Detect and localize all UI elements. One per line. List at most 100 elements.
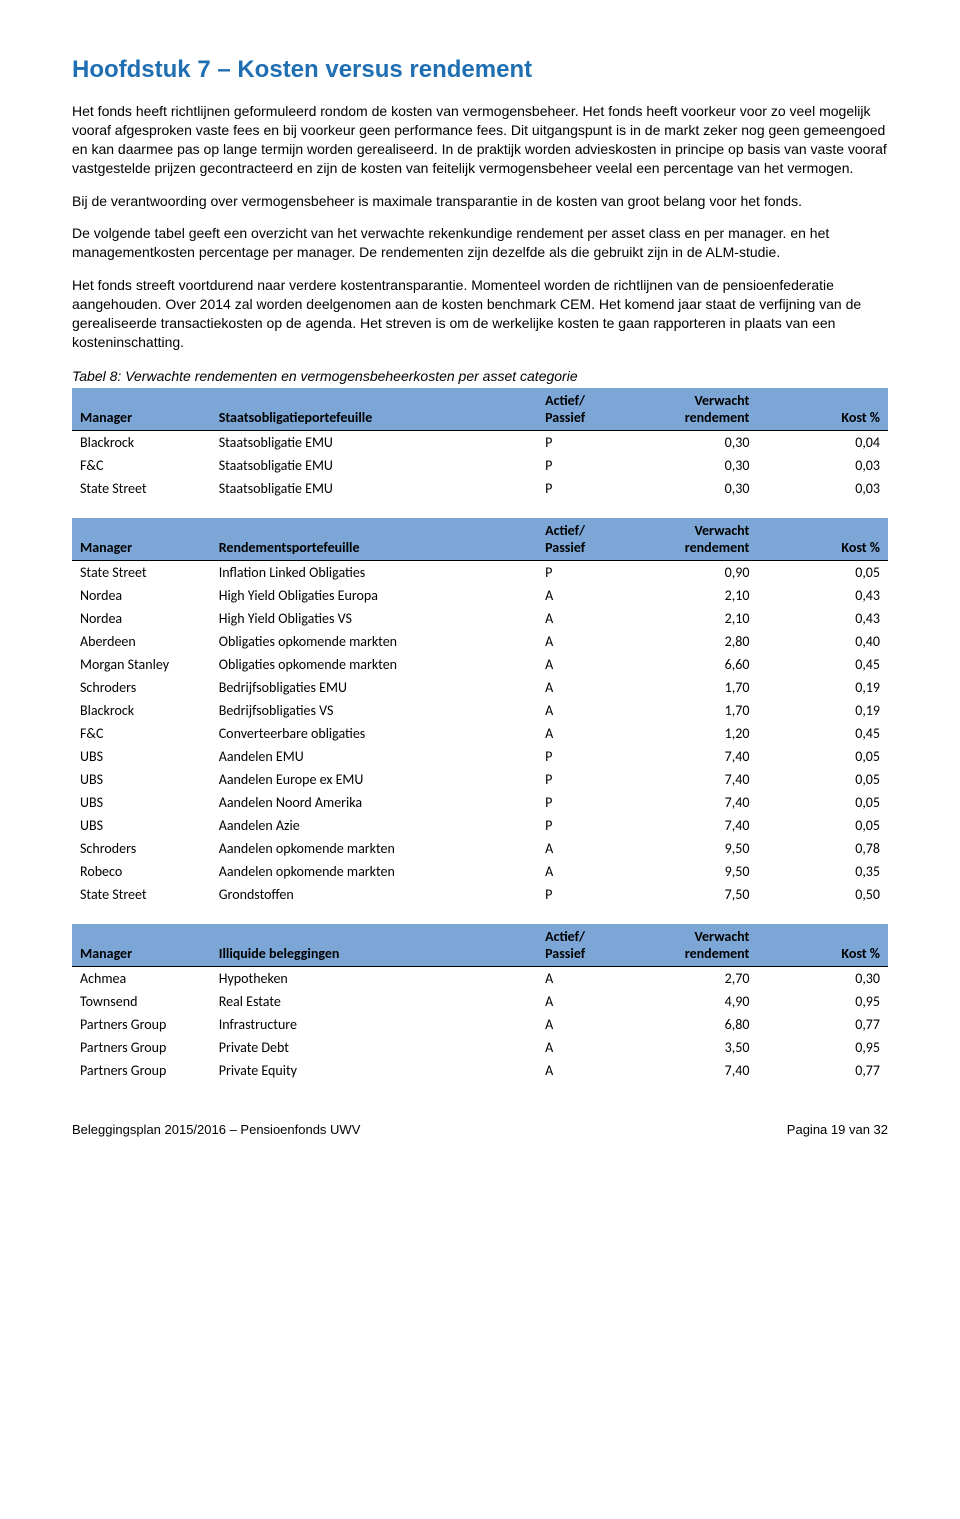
paragraph-2: Bij de verantwoording over vermogensbehe…: [72, 192, 888, 211]
cell-kost: 0,40: [757, 630, 888, 653]
cell-rendement: 2,10: [627, 607, 758, 630]
cell-rendement: 0,30: [627, 477, 758, 500]
cell-description: Inflation Linked Obligaties: [211, 560, 537, 584]
footer-left: Beleggingsplan 2015/2016 – Pensioenfonds…: [72, 1122, 360, 1137]
cell-kost: 0,03: [757, 477, 888, 500]
paragraph-4: Het fonds streeft voortdurend naar verde…: [72, 276, 888, 352]
chapter-title: Hoofdstuk 7 – Kosten versus rendement: [72, 56, 888, 84]
cell-rendement: 2,80: [627, 630, 758, 653]
col-rendement: Verwachtrendement: [627, 924, 758, 967]
cell-rendement: 0,30: [627, 454, 758, 477]
cell-kost: 0,95: [757, 990, 888, 1013]
table-row: TownsendReal EstateA4,900,95: [72, 990, 888, 1013]
table-staatsobligatie: Manager Staatsobligatieportefeuille Acti…: [72, 388, 888, 500]
cell-actief-passief: P: [537, 814, 627, 837]
cell-manager: UBS: [72, 791, 211, 814]
cell-description: Real Estate: [211, 990, 537, 1013]
cell-description: Private Debt: [211, 1036, 537, 1059]
cell-description: Converteerbare obligaties: [211, 722, 537, 745]
col-manager: Manager: [72, 518, 211, 561]
cell-kost: 0,77: [757, 1013, 888, 1036]
cell-manager: F&C: [72, 454, 211, 477]
cell-kost: 0,05: [757, 768, 888, 791]
col-description: Illiquide beleggingen: [211, 924, 537, 967]
cell-actief-passief: A: [537, 990, 627, 1013]
cell-actief-passief: A: [537, 860, 627, 883]
cell-actief-passief: P: [537, 768, 627, 791]
col-actief-passief: Actief/Passief: [537, 924, 627, 967]
cell-description: Hypotheken: [211, 966, 537, 990]
cell-actief-passief: A: [537, 966, 627, 990]
cell-manager: UBS: [72, 814, 211, 837]
cell-rendement: 7,50: [627, 883, 758, 906]
cell-manager: State Street: [72, 883, 211, 906]
table-row: Partners GroupPrivate DebtA3,500,95: [72, 1036, 888, 1059]
paragraph-1: Het fonds heeft richtlijnen geformuleerd…: [72, 102, 888, 178]
cell-manager: Nordea: [72, 584, 211, 607]
table-row: AchmeaHypothekenA2,700,30: [72, 966, 888, 990]
table-row: AberdeenObligaties opkomende marktenA2,8…: [72, 630, 888, 653]
cell-manager: Nordea: [72, 607, 211, 630]
cell-description: Bedrijfsobligaties EMU: [211, 676, 537, 699]
cell-manager: State Street: [72, 477, 211, 500]
table-row: RobecoAandelen opkomende marktenA9,500,3…: [72, 860, 888, 883]
cell-actief-passief: P: [537, 454, 627, 477]
col-actief-passief: Actief/Passief: [537, 518, 627, 561]
cell-rendement: 3,50: [627, 1036, 758, 1059]
cell-manager: Schroders: [72, 837, 211, 860]
cell-manager: State Street: [72, 560, 211, 584]
cell-kost: 0,78: [757, 837, 888, 860]
table-illiquide: Manager Illiquide beleggingen Actief/Pas…: [72, 924, 888, 1082]
cell-rendement: 2,70: [627, 966, 758, 990]
cell-rendement: 7,40: [627, 768, 758, 791]
cell-manager: Partners Group: [72, 1059, 211, 1082]
table-row: SchrodersAandelen opkomende marktenA9,50…: [72, 837, 888, 860]
cell-rendement: 7,40: [627, 1059, 758, 1082]
cell-rendement: 2,10: [627, 584, 758, 607]
table-row: State StreetStaatsobligatie EMUP0,300,03: [72, 477, 888, 500]
cell-description: Aandelen Azie: [211, 814, 537, 837]
cell-kost: 0,05: [757, 814, 888, 837]
cell-actief-passief: A: [537, 607, 627, 630]
cell-manager: Blackrock: [72, 699, 211, 722]
footer-right: Pagina 19 van 32: [787, 1122, 888, 1137]
table-row: NordeaHigh Yield Obligaties VSA2,100,43: [72, 607, 888, 630]
cell-kost: 0,19: [757, 676, 888, 699]
cell-description: Staatsobligatie EMU: [211, 430, 537, 454]
cell-actief-passief: A: [537, 1059, 627, 1082]
cell-kost: 0,19: [757, 699, 888, 722]
cell-kost: 0,43: [757, 607, 888, 630]
cell-manager: Robeco: [72, 860, 211, 883]
cell-kost: 0,77: [757, 1059, 888, 1082]
cell-manager: F&C: [72, 722, 211, 745]
cell-manager: Morgan Stanley: [72, 653, 211, 676]
col-kost: Kost %: [757, 388, 888, 431]
table-header-row: Manager Staatsobligatieportefeuille Acti…: [72, 388, 888, 431]
cell-description: Obligaties opkomende markten: [211, 653, 537, 676]
cell-actief-passief: A: [537, 1013, 627, 1036]
cell-description: Aandelen opkomende markten: [211, 860, 537, 883]
cell-rendement: 6,80: [627, 1013, 758, 1036]
cell-actief-passief: A: [537, 630, 627, 653]
cell-rendement: 0,90: [627, 560, 758, 584]
cell-kost: 0,45: [757, 653, 888, 676]
cell-rendement: 7,40: [627, 745, 758, 768]
col-manager: Manager: [72, 924, 211, 967]
cell-actief-passief: P: [537, 745, 627, 768]
cell-description: Infrastructure: [211, 1013, 537, 1036]
cell-actief-passief: A: [537, 722, 627, 745]
cell-description: Staatsobligatie EMU: [211, 477, 537, 500]
cell-kost: 0,05: [757, 745, 888, 768]
cell-kost: 0,45: [757, 722, 888, 745]
col-manager: Manager: [72, 388, 211, 431]
cell-rendement: 6,60: [627, 653, 758, 676]
cell-actief-passief: P: [537, 560, 627, 584]
table-row: Partners GroupPrivate EquityA7,400,77: [72, 1059, 888, 1082]
table-row: Partners GroupInfrastructureA6,800,77: [72, 1013, 888, 1036]
cell-description: Grondstoffen: [211, 883, 537, 906]
cell-actief-passief: A: [537, 653, 627, 676]
table-caption: Tabel 8: Verwachte rendementen en vermog…: [72, 368, 888, 384]
col-kost: Kost %: [757, 924, 888, 967]
col-rendement: Verwachtrendement: [627, 388, 758, 431]
cell-description: High Yield Obligaties VS: [211, 607, 537, 630]
